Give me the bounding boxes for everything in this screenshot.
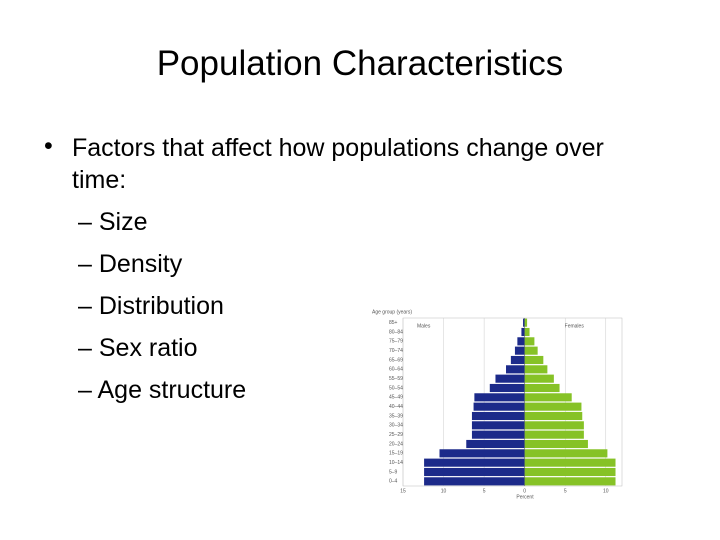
bar <box>471 411 525 421</box>
x-tick-label: 10 <box>441 488 447 494</box>
bar <box>489 383 525 393</box>
bar <box>524 327 530 337</box>
sub-bullet-text: Density <box>98 250 183 278</box>
y-axis-label: Age group (years) <box>372 309 412 315</box>
bar <box>495 374 525 383</box>
y-tick-label: 15–19 <box>389 451 403 457</box>
y-tick-label: 5–9 <box>389 469 398 475</box>
y-tick-label: 55–59 <box>389 376 403 382</box>
bar <box>523 318 525 327</box>
y-tick-label: 25–29 <box>389 432 403 438</box>
slide-title: Population Characteristics <box>156 44 564 83</box>
x-tick-label: 5 <box>483 488 486 494</box>
y-tick-label: 65–69 <box>389 357 403 363</box>
bar <box>521 327 525 337</box>
legend-entry: Males <box>417 323 431 329</box>
bullet: Factors that affect how populations chan… <box>72 134 604 194</box>
bar <box>471 421 525 430</box>
bar <box>524 355 544 365</box>
bar <box>474 393 525 402</box>
sub-bullet-text: Age structure <box>97 376 247 404</box>
bar <box>524 411 583 421</box>
bar <box>524 449 608 458</box>
y-tick-label: 75–79 <box>389 339 403 345</box>
y-tick-label: 0–4 <box>389 479 398 485</box>
sub-bullet-text: Sex ratio <box>98 334 198 362</box>
bar <box>524 402 582 411</box>
x-tick-label: 10 <box>603 488 609 494</box>
y-tick-label: 50–54 <box>389 385 403 391</box>
bar <box>524 393 572 402</box>
bar <box>510 355 525 365</box>
bar <box>524 477 616 486</box>
bar <box>471 430 525 439</box>
x-tick-label: 5 <box>564 488 567 494</box>
y-tick-label: 70–74 <box>389 348 403 354</box>
y-tick-label: 45–49 <box>389 395 403 401</box>
y-tick-label: 30–34 <box>389 423 403 429</box>
bar <box>524 430 584 439</box>
bar <box>524 421 584 430</box>
sub-bullet: – Size <box>78 208 148 236</box>
sub-bullet: – Density <box>78 250 183 278</box>
bar <box>524 374 554 383</box>
bar <box>524 346 538 355</box>
x-axis-label: Percent <box>516 494 534 500</box>
y-tick-label: 35–39 <box>389 413 403 419</box>
x-tick-label: 0 <box>523 488 526 494</box>
y-tick-label: 60–64 <box>389 367 403 373</box>
bar <box>524 439 588 449</box>
y-tick-label: 85+ <box>389 320 398 326</box>
sub-bullet: – Sex ratio <box>78 334 198 362</box>
bullet-marker: • <box>44 132 53 160</box>
sub-bullet: – Age structure <box>78 376 247 404</box>
bar <box>424 467 525 477</box>
bar <box>424 458 525 467</box>
legend-entry: Females <box>565 323 585 329</box>
bar <box>439 449 525 458</box>
bar <box>524 467 616 477</box>
y-tick-label: 80–84 <box>389 329 403 335</box>
x-tick-label: 15 <box>400 488 406 494</box>
bar <box>524 337 535 346</box>
bar <box>473 402 525 411</box>
bar <box>466 439 525 449</box>
sub-bullet: – Distribution <box>78 292 224 320</box>
y-tick-label: 10–14 <box>389 460 403 466</box>
sub-bullet-text: Size <box>98 208 148 236</box>
y-tick-label: 40–44 <box>389 404 403 410</box>
bar <box>524 365 548 374</box>
bar <box>517 337 525 346</box>
sub-bullet-text: Distribution <box>98 292 224 320</box>
bar <box>524 383 560 393</box>
bar <box>514 346 525 355</box>
bar <box>506 365 525 374</box>
y-tick-label: 20–24 <box>389 441 403 447</box>
bar <box>524 458 616 467</box>
bar <box>524 318 528 327</box>
bar <box>424 477 525 486</box>
